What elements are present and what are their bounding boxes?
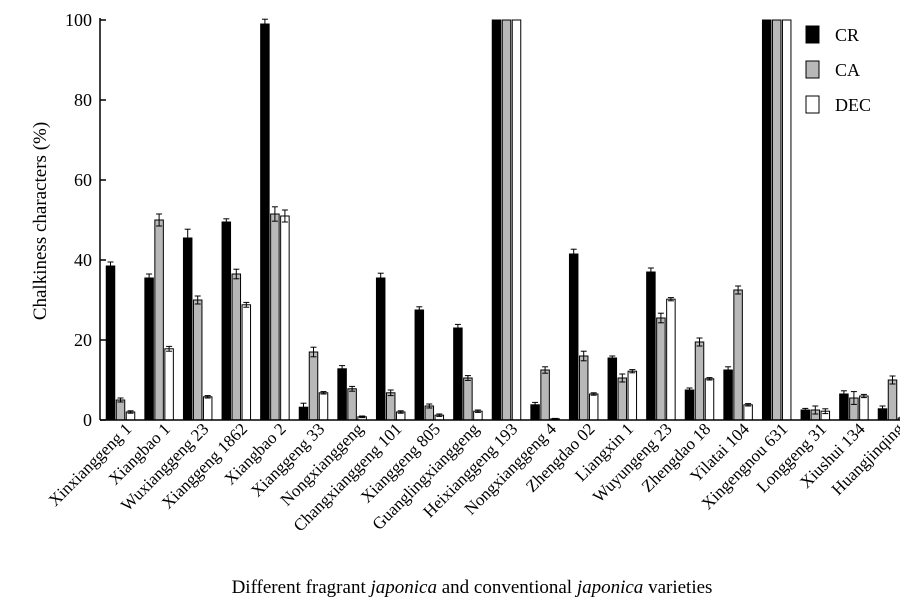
- bar-ca: [656, 317, 666, 421]
- bar-cr: [260, 23, 270, 421]
- bar-ca: [115, 399, 126, 421]
- legend-swatch-ca: [805, 60, 820, 79]
- bar-group: [530, 366, 560, 421]
- legend-item-cr: CR: [805, 25, 859, 45]
- legend-swatch-dec: [805, 95, 820, 114]
- bar-ca: [540, 369, 550, 421]
- bar-dec: [511, 19, 522, 421]
- bar-cr: [607, 357, 618, 421]
- bars-layer: [105, 18, 900, 421]
- legend-swatch-cr: [805, 25, 820, 44]
- bar-ca: [617, 377, 628, 421]
- bar-group: [607, 355, 638, 421]
- bar-group: [182, 228, 213, 421]
- bar-cr: [375, 277, 386, 421]
- bar-group: [761, 19, 792, 421]
- y-tick-label: 20: [74, 330, 92, 350]
- legend-label-ca: CA: [835, 60, 860, 80]
- y-axis-title: Chalkiness characters (%): [30, 122, 51, 320]
- y-axis: 0 20 40 60 80 100: [65, 10, 106, 430]
- bar-group: [800, 405, 831, 421]
- bar-ca: [771, 19, 782, 421]
- bar-ca: [733, 289, 743, 421]
- bar-dec: [241, 304, 252, 421]
- y-tick-label: 80: [74, 90, 92, 110]
- x-axis-title-part: japonica: [367, 577, 437, 598]
- bar-dec: [202, 396, 213, 421]
- bar-ca: [192, 299, 203, 421]
- bar-ca: [347, 388, 357, 421]
- bar-cr: [105, 265, 116, 421]
- x-axis-title-part: Different fragrant: [232, 577, 371, 598]
- bar-ca: [887, 379, 898, 421]
- bar-dec: [588, 393, 599, 421]
- bar-cr: [646, 271, 656, 421]
- y-tick-label: 60: [74, 170, 92, 190]
- bar-dec: [627, 370, 638, 421]
- bar-cr: [414, 309, 425, 421]
- bar-group: [375, 272, 406, 421]
- bar-cr: [568, 253, 579, 421]
- bar-group: [260, 18, 290, 421]
- bar-cr: [144, 277, 154, 421]
- bar-ca: [501, 19, 512, 421]
- bar-group: [337, 365, 367, 421]
- bar-ca: [154, 219, 164, 421]
- y-tick-label: 100: [65, 10, 92, 30]
- legend-item-ca: CA: [805, 60, 860, 80]
- bar-group: [298, 346, 329, 421]
- bar-group: [221, 218, 252, 421]
- bar-group: [414, 306, 445, 421]
- bar-dec: [280, 215, 290, 421]
- x-axis-title-part: and conventional: [437, 577, 577, 598]
- bar-cr: [684, 389, 695, 421]
- bar-cr: [182, 237, 193, 421]
- bar-group: [877, 375, 900, 421]
- x-axis-title-part: varieties: [643, 577, 712, 598]
- bar-cr: [723, 369, 733, 421]
- legend-label-dec: DEC: [835, 95, 871, 115]
- bar-ca: [694, 341, 705, 421]
- bar-group: [684, 337, 715, 421]
- bar-dec: [318, 392, 329, 421]
- y-tick-label: 0: [83, 410, 92, 430]
- bar-dec: [666, 298, 676, 421]
- bar-group: [723, 285, 753, 421]
- x-axis-title-part: japonica: [574, 577, 644, 598]
- bar-ca: [270, 213, 280, 421]
- bar-group: [568, 248, 599, 421]
- bar-ca: [231, 273, 242, 421]
- bar-cr: [839, 393, 849, 421]
- legend-item-dec: DEC: [805, 95, 871, 115]
- bar-group: [453, 323, 483, 421]
- legend: CR CA DEC: [805, 25, 871, 115]
- bar-ca: [385, 392, 396, 421]
- bar-dec: [704, 378, 715, 421]
- bar-cr: [453, 327, 463, 421]
- bar-cr: [337, 368, 347, 421]
- bar-cr: [221, 221, 232, 421]
- bar-group: [144, 213, 174, 421]
- bar-dec: [743, 404, 753, 421]
- legend-label-cr: CR: [835, 25, 859, 45]
- bar-cr: [761, 19, 772, 421]
- bar-dec: [781, 19, 792, 421]
- bar-group: [105, 261, 136, 421]
- bar-dec: [164, 348, 174, 421]
- bar-ca: [308, 351, 319, 421]
- bar-group: [491, 19, 522, 421]
- bar-dec: [859, 395, 869, 421]
- bar-dec: [897, 417, 900, 421]
- bar-group: [839, 390, 869, 421]
- bar-ca: [463, 377, 473, 421]
- y-tick-label: 40: [74, 250, 92, 270]
- bar-cr: [491, 19, 502, 421]
- bar-ca: [578, 355, 589, 421]
- bar-group: [646, 267, 676, 421]
- x-axis-title: Different fragrant japonica and conventi…: [232, 577, 713, 598]
